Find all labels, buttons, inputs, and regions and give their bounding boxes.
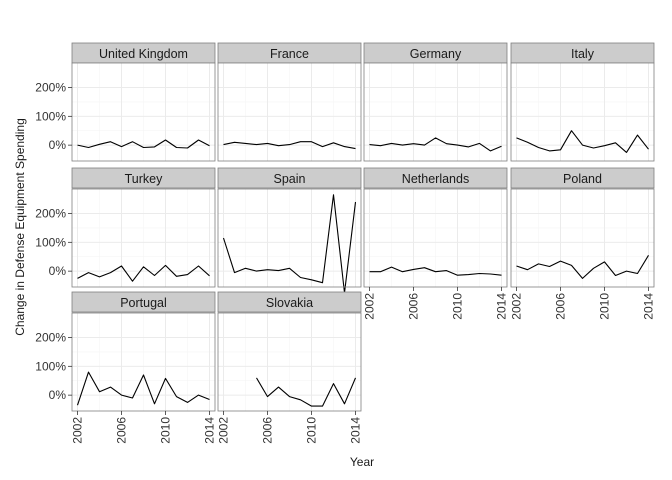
x-tick-label: 2010 — [159, 417, 173, 444]
facet-poland: Poland — [510, 167, 655, 288]
panel-border — [217, 188, 362, 288]
x-tick-label: 2010 — [598, 293, 612, 320]
x-tick-label: 2014 — [642, 293, 656, 320]
facet-strip — [363, 167, 508, 189]
facet-strip-label: Spain — [274, 172, 306, 186]
series-line — [77, 264, 210, 282]
x-tick-label: 2002 — [217, 417, 231, 444]
series-line — [223, 141, 356, 150]
facet-spain: Spain — [217, 167, 362, 294]
facet-france: France — [217, 42, 362, 162]
facet-strip-label: Italy — [571, 47, 595, 61]
panel-border — [217, 312, 362, 412]
x-tick-label: 2014 — [203, 417, 217, 444]
facet-strip-label: Turkey — [125, 172, 163, 186]
panel-border — [71, 62, 216, 162]
facet-strip-label: France — [270, 47, 309, 61]
facet-netherlands: Netherlands — [363, 167, 508, 288]
y-tick-label: 200% — [35, 207, 66, 221]
y-axis-ticks: 0% 100% 200% 0% 100% 200% 0% 100% 200% — [35, 81, 72, 402]
facet-strip-label: Poland — [563, 172, 602, 186]
facet-strip-label: United Kingdom — [99, 47, 188, 61]
panel-border — [510, 62, 655, 162]
facet-turkey: Turkey — [71, 167, 216, 288]
facet-slovakia: Slovakia — [217, 291, 362, 412]
series-line — [369, 266, 502, 276]
facet-germany: Germany — [363, 42, 508, 162]
x-tick-label: 2010 — [305, 417, 319, 444]
facet-strip-label: Netherlands — [402, 172, 469, 186]
facet-strip — [217, 291, 362, 313]
facet-strip — [217, 167, 362, 189]
series-line — [516, 130, 649, 153]
facet-strip — [71, 167, 216, 189]
y-axis-title: Change in Defense Equipment Spending — [13, 118, 27, 336]
facet-united-kingdom: United Kingdom — [71, 42, 216, 162]
y-tick-label: 200% — [35, 81, 66, 95]
panel-border — [363, 62, 508, 162]
series-line — [77, 139, 210, 149]
y-tick-label: 200% — [35, 331, 66, 345]
facet-strip-label: Germany — [410, 47, 462, 61]
facet-strip-label: Portugal — [120, 296, 167, 310]
facet-strip-label: Slovakia — [266, 296, 313, 310]
x-tick-label: 2014 — [349, 417, 363, 444]
y-tick-label: 100% — [35, 359, 66, 373]
y-tick-label: 0% — [49, 264, 67, 278]
y-tick-label: 100% — [35, 109, 66, 123]
series-line — [516, 255, 649, 279]
y-tick-label: 0% — [49, 388, 67, 402]
panel-border — [217, 62, 362, 162]
panel-border — [510, 188, 655, 288]
x-axis-title: Year — [350, 455, 374, 469]
panel-border — [363, 188, 508, 288]
x-tick-label: 2010 — [451, 293, 465, 320]
panel-border — [71, 312, 216, 412]
x-tick-label: 2002 — [71, 417, 85, 444]
x-tick-label: 2006 — [407, 293, 421, 320]
facet-italy: Italy — [510, 42, 655, 162]
x-tick-label: 2006 — [554, 293, 568, 320]
panel-border — [71, 188, 216, 288]
x-tick-label: 2002 — [510, 293, 524, 320]
y-tick-label: 100% — [35, 235, 66, 249]
facet-portugal: Portugal — [71, 291, 216, 412]
x-tick-label: 2006 — [115, 417, 129, 444]
facet-strip — [71, 291, 216, 313]
x-tick-label: 2014 — [495, 293, 509, 320]
y-tick-label: 0% — [49, 138, 67, 152]
series-line — [256, 377, 357, 407]
x-tick-label: 2006 — [261, 417, 275, 444]
facet-panels: United Kingdom France Germany Italy Turkey Sp… — [71, 42, 655, 412]
series-line — [369, 137, 502, 152]
series-line — [76, 371, 210, 406]
x-tick-label: 2002 — [363, 293, 377, 320]
series-line — [222, 194, 357, 294]
facet-strip — [510, 167, 655, 189]
